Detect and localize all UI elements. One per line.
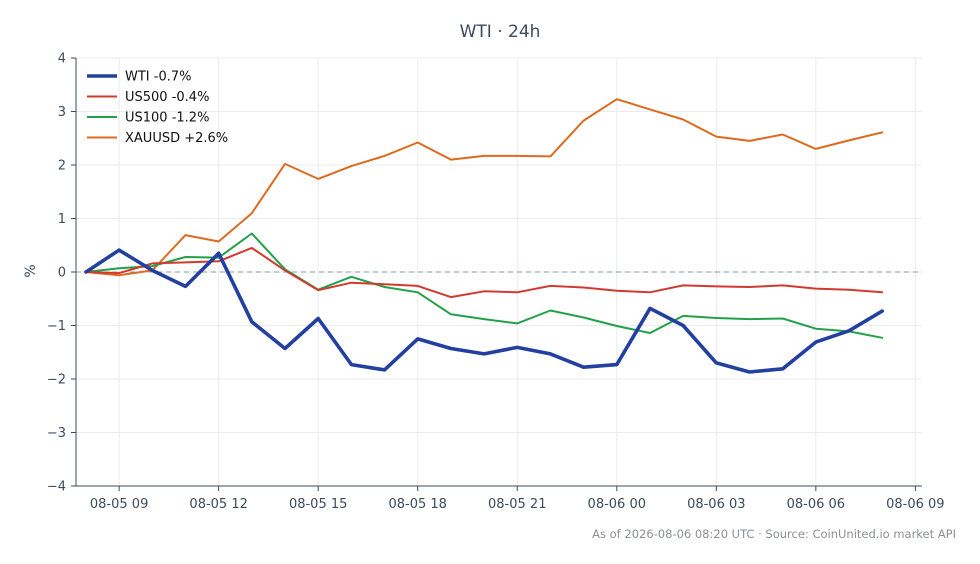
x-tick-label: 08-05 18 — [388, 497, 446, 512]
legend: WTI -0.7% US500 -0.4% US100 -1.2% XAUUSD +2… — [87, 70, 228, 146]
x-tick-label: 08-05 15 — [289, 497, 347, 512]
y-tick-label: −1 — [47, 319, 66, 334]
y-tick-label: −2 — [47, 373, 66, 388]
x-tick-label: 08-06 03 — [687, 497, 745, 512]
y-tick-label: −4 — [47, 480, 66, 495]
x-tick-labels: 08-05 09 08-05 12 08-05 15 08-05 18 08-05 21… — [90, 497, 945, 512]
axes — [71, 57, 922, 491]
legend-label-us500: US500 -0.4% — [125, 90, 209, 105]
series-line-us500 — [85, 246, 884, 299]
legend-label-xauusd: XAUUSD +2.6% — [125, 131, 228, 146]
y-tick-labels: 4 3 2 1 0 −1 −2 −3 −4 — [47, 52, 66, 495]
y-axis-label: % — [23, 264, 39, 277]
series-line-wti — [84, 248, 885, 374]
x-tick-label: 08-05 21 — [488, 497, 546, 512]
y-tick-label: −3 — [47, 426, 66, 441]
y-tick-label: 1 — [58, 212, 66, 227]
x-tick-label: 08-06 06 — [787, 497, 845, 512]
series-line-xauusd — [85, 98, 884, 277]
series-line-us100 — [85, 232, 884, 339]
legend-label-us100: US100 -1.2% — [125, 111, 209, 126]
x-tick-label: 08-05 12 — [189, 497, 247, 512]
y-tick-label: 4 — [58, 52, 66, 67]
x-tick-label: 08-06 00 — [588, 497, 646, 512]
x-tick-label: 08-06 09 — [886, 497, 944, 512]
series-lines — [84, 98, 885, 374]
y-tick-label: 3 — [58, 105, 66, 120]
y-tick-label: 2 — [58, 159, 66, 174]
x-tick-label: 08-05 09 — [90, 497, 148, 512]
footer-source: As of 2026-08-06 08:20 UTC · Source: Coi… — [592, 527, 956, 541]
legend-label-wti: WTI -0.7% — [125, 70, 191, 85]
chart-title: WTI · 24h — [460, 22, 541, 42]
y-tick-label: 0 — [58, 266, 66, 281]
